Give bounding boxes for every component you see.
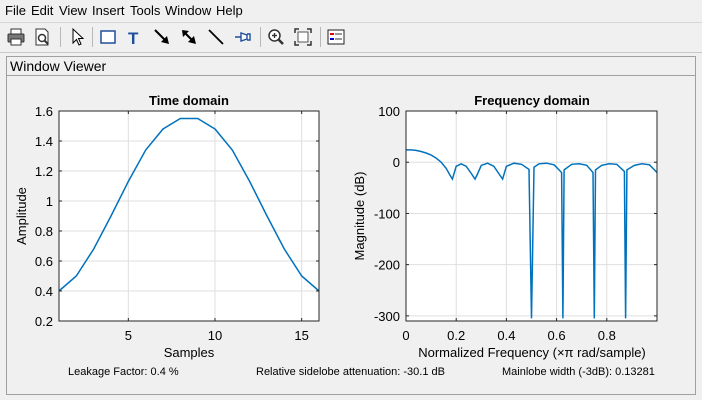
insert-line-icon <box>208 29 224 45</box>
time-y-tick-label: 1.2 <box>35 164 53 179</box>
mainlobe-width-label: Mainlobe width (-3dB): 0.13281 <box>502 366 655 378</box>
time-y-tick-label: 1.6 <box>35 104 53 119</box>
freq-y-tick-label: -200 <box>374 258 400 273</box>
insert-rectangle-icon <box>100 30 116 44</box>
time-y-tick-label: 0.2 <box>35 314 53 329</box>
panel-divider <box>7 75 695 76</box>
time-ticks: 5 10 15 0.2 0.4 0.6 0.8 1 1.2 1.4 1.6 <box>35 104 319 343</box>
menu-help[interactable]: Help <box>216 3 243 18</box>
legend-button[interactable] <box>325 26 347 48</box>
freq-y-tick-label: 0 <box>393 155 400 170</box>
freq-y-tick-label: -300 <box>374 309 400 324</box>
menu-insert[interactable]: Insert <box>92 3 125 18</box>
freq-x-tick-label: 0 <box>402 328 409 343</box>
time-y-tick-label: 0.6 <box>35 254 53 269</box>
zoom-in-button[interactable] <box>265 26 287 48</box>
insert-rectangle-button[interactable] <box>97 26 119 48</box>
freq-x-label: Normalized Frequency (×π rad/sample) <box>418 345 646 360</box>
toolbar: T <box>0 22 702 53</box>
freq-x-tick-label: 0.6 <box>548 328 566 343</box>
print-icon <box>7 28 25 46</box>
zoom-in-icon <box>268 29 284 45</box>
fit-view-button[interactable] <box>292 26 314 48</box>
toolbar-separator <box>260 27 261 47</box>
insert-arrow-button[interactable] <box>151 26 173 48</box>
freq-plot-title: Frequency domain <box>474 93 590 108</box>
insert-text-button[interactable]: T <box>124 26 146 48</box>
freq-y-tick-label: -100 <box>374 206 400 221</box>
insert-double-arrow-icon <box>182 30 196 44</box>
freq-ticks: 0 0.2 0.4 0.6 0.8 100 0 -100 -200 -300 <box>374 104 657 343</box>
menu-file[interactable]: File <box>5 3 26 18</box>
freq-axes-box <box>405 110 658 322</box>
freq-y-label: Magnitude (dB) <box>352 172 367 261</box>
time-y-label: Amplitude <box>14 187 29 245</box>
print-preview-button[interactable] <box>31 26 53 48</box>
time-domain-axes: 5 10 150.20.40.60.811.21.41.6 Time domain … <box>14 93 320 360</box>
freq-x-tick-label: 0.2 <box>447 328 465 343</box>
legend-icon <box>327 29 345 45</box>
menu-view[interactable]: View <box>59 3 87 18</box>
insert-double-arrow-button[interactable] <box>178 26 200 48</box>
freq-y-tick-label: 100 <box>378 104 400 119</box>
menu-tools[interactable]: Tools <box>130 3 161 18</box>
time-x-tick-label: 15 <box>294 328 308 343</box>
leakage-factor-label: Leakage Factor: 0.4 % <box>68 366 179 378</box>
frequency-domain-axes: 0 0.2 0.4 0.6 0.8 100 0 -100 -200 -300 Frequency … <box>352 93 658 360</box>
time-y-tick-label: 0.8 <box>35 224 53 239</box>
pointer-icon <box>72 27 85 46</box>
insert-arrow-icon <box>154 29 169 44</box>
time-axes-box <box>58 110 320 322</box>
panel-title: Window Viewer <box>10 58 107 74</box>
toolbar-separator <box>320 27 321 47</box>
freq-series-line <box>406 149 658 319</box>
time-x-tick-label: 5 <box>125 328 132 343</box>
time-x-label: Samples <box>164 345 215 360</box>
time-y-tick-label: 1.4 <box>35 134 53 149</box>
menu-window[interactable]: Window <box>165 3 212 18</box>
sidelobe-attenuation-label: Relative sidelobe attenuation: -30.1 dB <box>256 366 445 378</box>
time-y-tick-label: 0.4 <box>35 284 53 299</box>
pin-icon <box>235 32 251 42</box>
toolbar-separator <box>60 27 61 47</box>
pin-button[interactable] <box>232 26 254 48</box>
time-series-line <box>58 117 320 292</box>
time-axes-background <box>59 111 319 321</box>
print-preview-icon <box>35 28 49 46</box>
time-y-tick-label: 1 <box>46 194 53 209</box>
menu-edit[interactable]: Edit <box>31 3 54 18</box>
insert-text-icon: T <box>128 29 139 48</box>
time-x-tick-label: 10 <box>208 328 222 343</box>
menu-bar: File Edit View Insert Tools Window Help <box>0 0 702 22</box>
svg-text:T: T <box>128 29 139 48</box>
insert-line-button[interactable] <box>205 26 227 48</box>
freq-x-tick-label: 0.4 <box>497 328 515 343</box>
fit-view-icon <box>294 28 312 46</box>
time-plot-title: Time domain <box>149 93 229 108</box>
pointer-button[interactable] <box>66 26 88 48</box>
toolbar-separator <box>92 27 93 47</box>
print-button[interactable] <box>5 26 27 48</box>
freq-x-tick-label: 0.8 <box>598 328 616 343</box>
